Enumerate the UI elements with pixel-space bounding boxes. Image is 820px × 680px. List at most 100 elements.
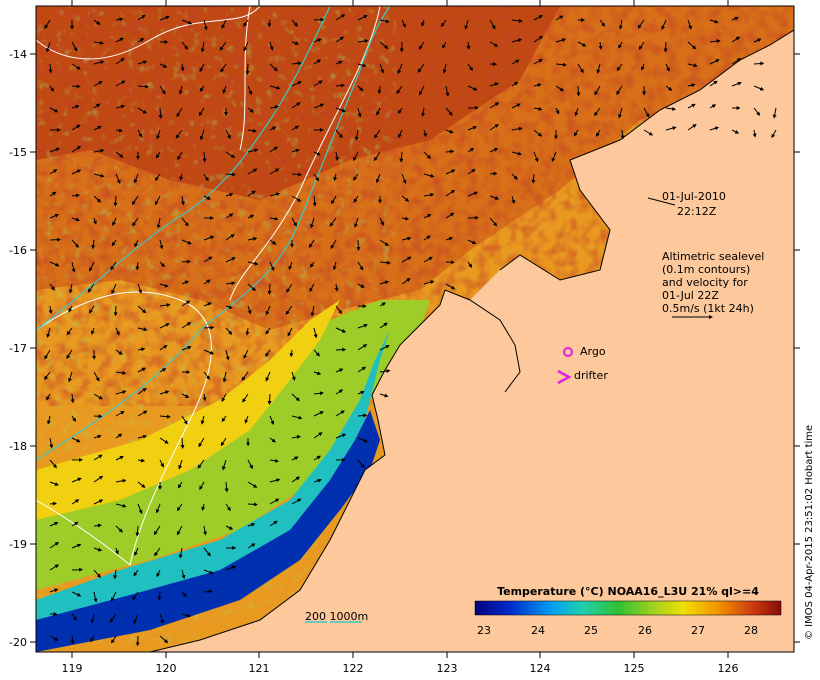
velocity-arrow xyxy=(418,41,425,50)
legend-line: (0.1m contours) xyxy=(662,263,750,276)
velocity-arrow xyxy=(199,481,205,491)
velocity-arrow xyxy=(181,41,189,50)
svg-text:-17: -17 xyxy=(9,342,27,355)
velocity-arrow xyxy=(115,327,120,336)
velocity-arrow xyxy=(555,15,564,21)
velocity-arrow xyxy=(225,151,236,158)
velocity-arrow xyxy=(551,151,557,163)
velocity-arrow xyxy=(687,124,697,131)
velocity-arrow xyxy=(423,173,435,178)
velocity-arrow xyxy=(225,281,236,286)
velocity-arrow xyxy=(269,478,281,483)
velocity-arrow xyxy=(176,107,183,118)
velocity-arrow xyxy=(291,102,301,109)
velocity-arrow xyxy=(202,393,207,402)
velocity-arrow xyxy=(44,371,51,381)
velocity-arrow xyxy=(71,169,82,175)
velocity-arrow xyxy=(286,283,293,293)
velocity-arrow xyxy=(91,239,96,250)
velocity-arrow xyxy=(225,213,234,219)
legend-line: 01-Jul 22Z xyxy=(662,289,719,302)
velocity-arrow xyxy=(533,15,543,21)
velocity-arrow xyxy=(181,217,189,227)
isobath-legend: 200 1000m xyxy=(305,610,368,623)
velocity-arrow xyxy=(224,481,229,493)
velocity-arrow xyxy=(247,236,258,241)
velocity-arrow xyxy=(357,85,364,92)
velocity-arrow xyxy=(533,59,543,65)
velocity-arrow xyxy=(357,390,365,395)
velocity-legend: Altimetric sealevel (0.1m contours) and … xyxy=(662,250,764,319)
velocity-arrow xyxy=(577,63,584,74)
velocity-arrow xyxy=(71,591,82,597)
velocity-arrow xyxy=(203,195,211,200)
velocity-arrow xyxy=(247,107,254,113)
velocity-arrow xyxy=(489,102,500,109)
velocity-arrow xyxy=(181,300,191,307)
velocity-arrow xyxy=(511,81,519,87)
velocity-arrow xyxy=(135,261,140,271)
velocity-arrow xyxy=(247,128,257,133)
velocity-arrow xyxy=(511,173,518,180)
velocity-arrow xyxy=(181,280,190,285)
velocity-arrow xyxy=(464,19,469,30)
velocity-arrow xyxy=(49,635,59,641)
velocity-arrow xyxy=(379,345,390,351)
velocity-arrow xyxy=(269,192,281,197)
velocity-arrow xyxy=(423,256,433,263)
velocity-arrow xyxy=(291,456,299,461)
velocity-arrow xyxy=(598,41,603,50)
velocity-arrow xyxy=(181,415,188,425)
velocity-arrow xyxy=(93,454,103,461)
velocity-arrow xyxy=(66,349,73,360)
y-axis: -14 -15 -16 -17 -18 -19 -20 xyxy=(9,48,800,649)
y-tick: -17 xyxy=(9,342,800,355)
velocity-arrow xyxy=(44,19,51,30)
velocity-arrow xyxy=(467,63,473,72)
velocity-arrow xyxy=(201,503,206,511)
velocity-arrow xyxy=(159,85,166,95)
velocity-arrow xyxy=(115,80,126,87)
velocity-arrow xyxy=(555,62,567,67)
velocity-arrow xyxy=(269,85,281,90)
velocity-arrow xyxy=(511,103,521,109)
velocity-arrow xyxy=(93,475,104,483)
velocity-arrow xyxy=(489,195,500,200)
velocity-arrow xyxy=(133,569,139,577)
velocity-arrow xyxy=(687,63,698,68)
velocity-arrow xyxy=(357,437,369,443)
velocity-arrow xyxy=(199,85,205,92)
svg-text:124: 124 xyxy=(530,662,551,675)
velocity-arrow xyxy=(533,106,543,111)
velocity-arrow xyxy=(357,38,369,43)
velocity-arrow xyxy=(445,236,454,241)
velocity-arrow xyxy=(291,415,303,420)
velocity-arrow xyxy=(313,38,322,43)
velocity-arrow xyxy=(137,305,147,314)
velocity-arrow xyxy=(225,349,230,361)
velocity-arrow xyxy=(399,151,404,163)
velocity-arrow xyxy=(177,151,183,161)
velocity-arrow xyxy=(178,85,183,95)
velocity-arrow xyxy=(269,216,279,221)
velocity-arrow xyxy=(137,129,143,138)
velocity-arrow xyxy=(379,41,389,50)
velocity-arrow xyxy=(70,393,75,404)
velocity-arrow xyxy=(398,129,403,139)
velocity-arrow xyxy=(222,85,227,94)
velocity-arrow xyxy=(88,305,95,314)
velocity-arrow xyxy=(137,327,148,332)
velocity-arrow xyxy=(374,129,381,139)
velocity-arrow xyxy=(93,19,101,25)
date-annotation: 01-Jul-2010 22:12Z xyxy=(647,190,726,218)
velocity-arrow xyxy=(489,217,498,227)
velocity-arrow xyxy=(245,327,250,336)
velocity-arrow xyxy=(753,61,765,66)
velocity-arrow xyxy=(665,126,677,131)
velocity-arrow xyxy=(533,129,543,137)
velocity-arrow xyxy=(375,173,381,184)
velocity-arrow xyxy=(180,63,185,72)
velocity-arrow xyxy=(511,126,523,131)
velocity-arrow xyxy=(225,525,234,530)
velocity-arrow xyxy=(93,499,104,505)
